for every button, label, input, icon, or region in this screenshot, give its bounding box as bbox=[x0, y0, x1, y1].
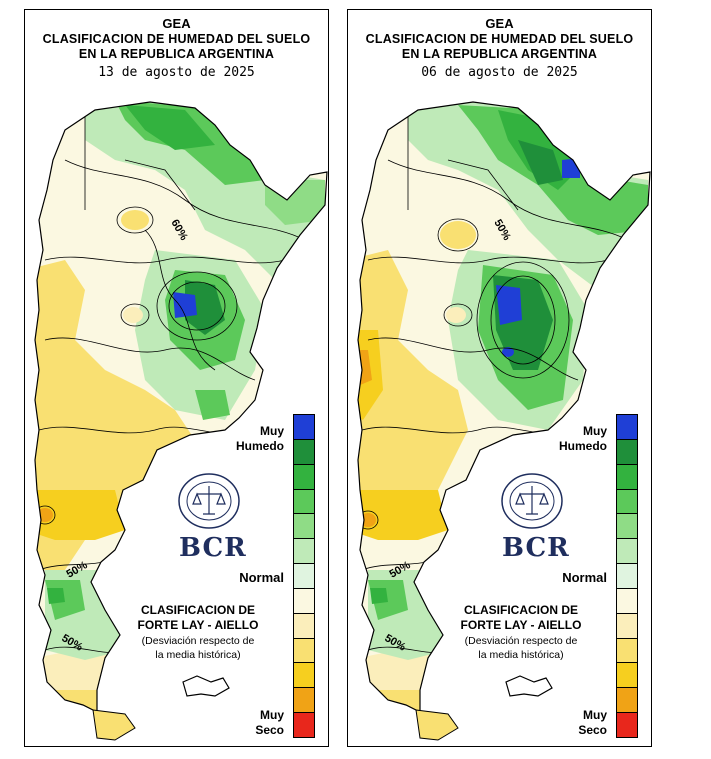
map-date: 06 de agosto de 2025 bbox=[421, 65, 578, 80]
map-date: 13 de agosto de 2025 bbox=[98, 65, 255, 80]
bcr-logo: BCR bbox=[179, 533, 247, 563]
legend-label-very-wet: Muy Humedo bbox=[559, 424, 607, 453]
map-header: GEA bbox=[162, 16, 191, 31]
legend-label-very-dry: Muy Seco bbox=[578, 708, 607, 737]
legend-swatch bbox=[617, 638, 637, 664]
map-panel-right: 50% 50% 50% GEA CLASIFICACION DE HUMEDAD… bbox=[347, 9, 652, 747]
map-title-line2: EN LA REPUBLICA ARGENTINA bbox=[401, 47, 598, 61]
map-panel-left: 60% 50% 50% GEA CLASIFICACION DE HUMEDAD… bbox=[24, 9, 329, 747]
map-title-line2: EN LA REPUBLICA ARGENTINA bbox=[78, 47, 275, 61]
legend-swatch bbox=[294, 415, 314, 440]
legend-swatch bbox=[294, 588, 314, 614]
legend-swatch bbox=[294, 514, 314, 540]
bcr-seal-icon bbox=[501, 473, 563, 529]
bcr-logo: BCR bbox=[502, 533, 570, 563]
legend-swatch bbox=[617, 439, 637, 465]
legend-label-normal: Normal bbox=[562, 570, 607, 585]
legend-label-very-dry: Muy Seco bbox=[255, 708, 284, 737]
legend-label-very-wet: Muy Humedo bbox=[236, 424, 284, 453]
legend-swatch bbox=[617, 464, 637, 490]
classification-description: (Desviación respecto de la media históric… bbox=[141, 635, 255, 661]
classification-title: CLASIFICACION DE FORTE LAY - AIELLO bbox=[137, 603, 259, 632]
legend-swatch bbox=[294, 713, 314, 737]
argentina-map-left: 60% 50% 50% bbox=[34, 101, 328, 741]
map-header: GEA bbox=[485, 16, 514, 31]
argentina-map-right: 50% 50% 50% bbox=[357, 101, 651, 741]
legend-swatch bbox=[617, 688, 637, 714]
legend-swatch bbox=[617, 613, 637, 639]
legend-swatch bbox=[617, 564, 637, 589]
color-legend bbox=[616, 414, 638, 738]
legend-swatch bbox=[617, 663, 637, 689]
legend-swatch bbox=[294, 663, 314, 689]
classification-description: (Desviación respecto de la media históric… bbox=[464, 635, 578, 661]
legend-swatch bbox=[617, 713, 637, 737]
legend-swatch bbox=[294, 439, 314, 465]
legend-swatch bbox=[617, 415, 637, 440]
color-legend bbox=[293, 414, 315, 738]
legend-swatch bbox=[294, 688, 314, 714]
legend-swatch bbox=[294, 564, 314, 589]
legend-swatch bbox=[294, 613, 314, 639]
legend-swatch bbox=[617, 539, 637, 565]
legend-swatch bbox=[617, 514, 637, 540]
legend-swatch bbox=[294, 638, 314, 664]
map-title-line1: CLASIFICACION DE HUMEDAD DEL SUELO bbox=[42, 32, 311, 46]
legend-swatch bbox=[294, 539, 314, 565]
legend-swatch bbox=[294, 489, 314, 515]
legend-label-normal: Normal bbox=[239, 570, 284, 585]
classification-title: CLASIFICACION DE FORTE LAY - AIELLO bbox=[460, 603, 582, 632]
map-title-line1: CLASIFICACION DE HUMEDAD DEL SUELO bbox=[365, 32, 634, 46]
legend-swatch bbox=[294, 464, 314, 490]
bcr-seal-icon bbox=[178, 473, 240, 529]
legend-swatch bbox=[617, 588, 637, 614]
legend-swatch bbox=[617, 489, 637, 515]
